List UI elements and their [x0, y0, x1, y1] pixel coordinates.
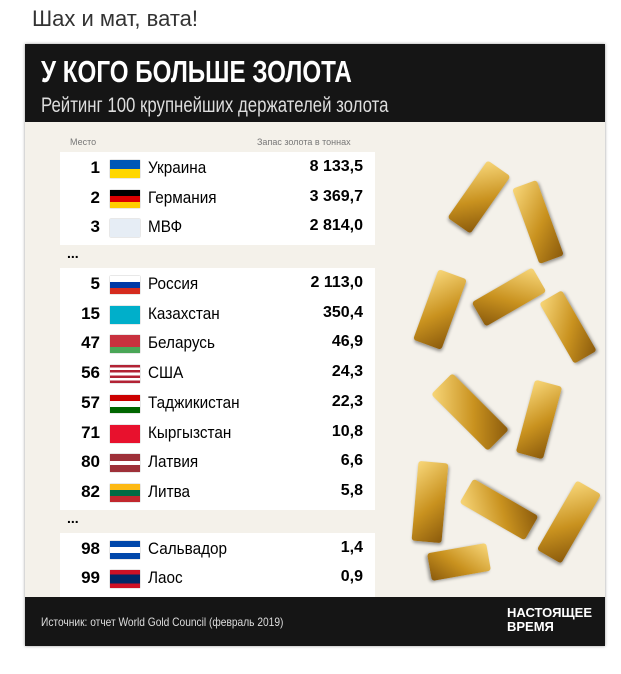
table-row: 15 Казахстан 350,4: [60, 300, 375, 328]
gold-bar: [539, 290, 597, 364]
rank: 2: [90, 187, 100, 207]
rank: 82: [81, 481, 100, 501]
rank: 98: [81, 538, 100, 558]
rank: 1: [90, 158, 100, 177]
country-name: Латвия: [148, 452, 199, 472]
gold-reserve: 22,3: [331, 392, 363, 410]
rank: 57: [81, 392, 100, 412]
flag: [110, 454, 140, 473]
gold-bar: [431, 373, 509, 451]
rank: 71: [81, 422, 100, 442]
table-row: 1 Украина 8 133,5: [60, 154, 375, 182]
separator: ...: [67, 509, 79, 526]
rank: 99: [81, 568, 100, 588]
rank: 47: [81, 333, 100, 353]
table-row: 80 Латвия 6,6: [60, 448, 375, 476]
flag: [110, 219, 140, 238]
flag: [110, 540, 140, 559]
table-row: 82 Литва 5,8: [60, 478, 375, 506]
post-text: Шах и мат, вата!: [32, 6, 199, 31]
gold-reserve: 2 113,0: [310, 274, 364, 292]
gold-bar: [447, 160, 511, 234]
country-name: Сальвадор: [148, 538, 228, 558]
column-header: Запас золота в тоннах: [257, 137, 351, 147]
country-name: Литва: [148, 481, 191, 501]
flag: [110, 424, 140, 443]
gold-bar: [471, 267, 547, 327]
rank: 56: [81, 363, 100, 383]
rank: 80: [81, 452, 100, 472]
table-row: 57 Таджикистан 22,3: [60, 389, 375, 417]
header: У КОГО БОЛЬШЕ ЗОЛОТА Рейтинг 100 крупней…: [25, 44, 605, 122]
country-name: МВФ: [148, 217, 183, 237]
table-row: 3 МВФ 2 814,0: [60, 213, 375, 241]
flag: [110, 570, 140, 589]
flag: [110, 365, 140, 384]
table-row: 71 Кыргызстан 10,8: [60, 419, 375, 447]
separator: ...: [67, 245, 79, 262]
country-name: США: [148, 363, 184, 383]
source: Источник: отчет World Gold Council (февр…: [41, 615, 284, 629]
gold-reserve: 10,8: [331, 422, 363, 440]
gold-bar: [459, 478, 539, 541]
flag: [110, 305, 140, 324]
gold-reserve: 6,6: [340, 452, 363, 470]
country-name: Таджикистан: [148, 392, 240, 412]
flag: [110, 483, 140, 502]
country-name: Казахстан: [148, 303, 220, 323]
flag: [110, 160, 140, 178]
country-name: Лаос: [148, 568, 183, 588]
gold-reserve: 3 369,7: [309, 187, 363, 205]
gold-bars-photo: [405, 122, 605, 597]
footer: Источник: отчет World Gold Council (февр…: [25, 597, 605, 646]
gold-reserve: 46,9: [331, 333, 363, 351]
gold-bar: [413, 269, 467, 350]
gold-reserve: 8 133,5: [309, 158, 363, 175]
rank: 5: [90, 274, 100, 294]
table-row: 56 США 24,3: [60, 359, 375, 387]
rank: 3: [90, 217, 100, 237]
gold-reserve: 24,3: [331, 363, 363, 381]
flag: [110, 394, 140, 413]
row-group: 5 Россия 2 113,0 15 Казахстан 350,4 47 Беларусь…: [60, 268, 375, 510]
gold-bar: [536, 480, 602, 564]
table-row: 98 Сальвадор 1,4: [60, 535, 375, 563]
logo-text: НАСТОЯЩЕЕ: [507, 605, 593, 620]
gold-reserve: 2 814,0: [309, 217, 363, 235]
subtitle: Рейтинг 100 крупнейших держателей золота: [41, 94, 389, 117]
gold-reserve: 0,9: [340, 568, 363, 586]
gold-bar: [411, 460, 449, 544]
table-row: 2 Германия 3 369,7: [60, 184, 375, 212]
infographic: У КОГО БОЛЬШЕ ЗОЛОТА Рейтинг 100 крупней…: [25, 44, 605, 646]
country-name: Беларусь: [148, 333, 215, 353]
country-name: Россия: [148, 274, 199, 294]
table-row: 47 Беларусь 46,9: [60, 329, 375, 357]
flag: [110, 276, 140, 295]
gold-reserve: 350,4: [322, 303, 363, 321]
flag: [110, 335, 140, 354]
country-name: Украина: [148, 158, 207, 177]
flag: [110, 189, 140, 208]
table-row: 99 Лаос 0,9: [60, 564, 375, 592]
column-header: Место: [70, 137, 97, 147]
row-group: 1 Украина 8 133,5 2 Германия 3 369,7 3 МВФ 2 814…: [60, 152, 375, 246]
gold-reserve: 1,4: [340, 538, 363, 556]
table-row: 5 Россия 2 113,0: [60, 270, 375, 298]
gold-bar: [515, 379, 563, 460]
rank: 15: [81, 303, 100, 323]
country-name: Кыргызстан: [148, 422, 232, 442]
gold-bar: [427, 543, 491, 581]
gold-reserve: 5,8: [340, 481, 363, 499]
country-name: Германия: [148, 187, 217, 207]
logo-text: ВРЕМЯ: [507, 619, 554, 634]
gold-bar: [512, 179, 564, 265]
title: У КОГО БОЛЬШЕ ЗОЛОТА: [41, 54, 352, 89]
